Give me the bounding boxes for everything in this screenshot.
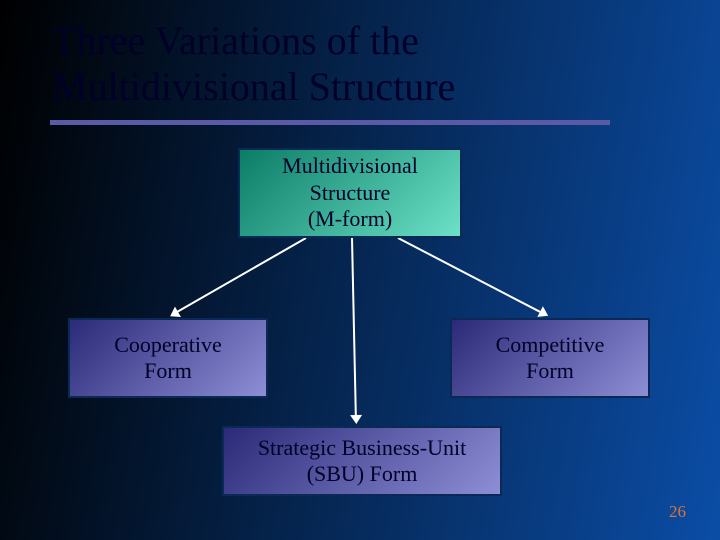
node-sbu-form: Strategic Business-Unit(SBU) Form [222, 426, 502, 496]
node-competitive-form: CompetitiveForm [450, 318, 650, 398]
node-cooperative-form: CooperativeForm [68, 318, 268, 398]
page-number: 26 [669, 502, 686, 522]
node-label: Strategic Business-Unit(SBU) Form [258, 435, 466, 488]
connector-line [177, 237, 306, 312]
title-underline [50, 120, 610, 125]
node-label: CompetitiveForm [496, 332, 605, 385]
connector-line [351, 238, 357, 415]
connector-line [398, 237, 541, 313]
slide: Three Variations of the Multidivisional … [0, 0, 720, 540]
node-label: CooperativeForm [114, 332, 222, 385]
node-label: MultidivisionalStructure(M-form) [282, 153, 418, 232]
node-root-mform: MultidivisionalStructure(M-form) [238, 148, 462, 238]
slide-title: Three Variations of the Multidivisional … [52, 18, 455, 110]
arrowhead-icon [350, 415, 362, 424]
title-line-1: Three Variations of the [52, 18, 455, 64]
title-line-2: Multidivisional Structure [52, 64, 455, 110]
